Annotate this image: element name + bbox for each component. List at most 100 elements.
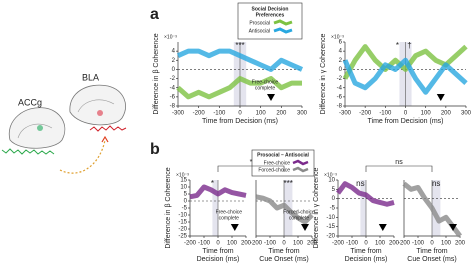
x-tick-label: 100 [227, 241, 238, 247]
x-tick-label: 0 [430, 241, 434, 247]
x-tick-label: 100 [293, 241, 304, 247]
x-tick-label: 200 [441, 111, 452, 117]
x-tick-label: 200 [307, 241, 318, 247]
series-line [335, 181, 395, 207]
annotation: ns [356, 179, 364, 188]
annotation: * [211, 179, 214, 188]
y-tick-label: 2 [339, 58, 343, 64]
y-tick-label: 4 [339, 49, 343, 55]
y-tick-label: -20 [178, 227, 187, 233]
comparison-label: ns [395, 159, 403, 166]
y-tick-label: -5 [182, 206, 188, 212]
x-axis-label: Time from [202, 248, 233, 255]
x-axis-label: Decision (ms) [345, 256, 388, 263]
x-tick-label: 100 [441, 241, 452, 247]
x-axis-label: Cue Onset (ms) [407, 256, 456, 263]
y-axis-label: Difference in γ Coherence [320, 33, 327, 114]
y-tick-label: -20 [326, 234, 335, 240]
comparison-bracket [217, 165, 285, 172]
legend-title: Social Decision [252, 6, 289, 12]
y-tick-label: -25 [178, 234, 187, 240]
y-exponent: ×10⁻³ [331, 34, 344, 40]
x-tick-label: 200 [389, 241, 400, 247]
y-tick-label: -10 [178, 213, 187, 219]
x-tick-label: 300 [461, 111, 472, 117]
highlight-band [432, 180, 441, 236]
y-tick-label: -15 [326, 224, 335, 230]
x-tick-label: -200 [332, 241, 345, 247]
y-tick-label: -8 [337, 104, 343, 110]
y-tick-label: -10 [326, 215, 335, 221]
highlight-band [212, 180, 218, 236]
x-tick-label: -100 [264, 241, 277, 247]
y-tick-label: 4 [172, 49, 176, 55]
region-label: BLA [82, 72, 99, 82]
x-tick-label: 200 [241, 241, 252, 247]
event-marker [436, 94, 445, 101]
x-tick-label: 100 [375, 241, 386, 247]
annotation: *** [284, 179, 293, 188]
event-marker [301, 224, 309, 231]
x-axis-label: Time from Decision (ms) [202, 118, 278, 125]
event-label: complete [255, 85, 276, 91]
series-line [176, 48, 304, 72]
legend-title: Preferences [256, 12, 285, 18]
x-tick-label: -100 [346, 241, 359, 247]
y-tick-label: 6 [339, 40, 343, 46]
y-tick-label: -15 [178, 220, 187, 226]
brain-diagram: ACCg BLA [1, 72, 127, 174]
legend-label: Forced-choice [258, 167, 290, 173]
comparison-bracket [365, 165, 433, 172]
x-tick-label: -100 [379, 111, 392, 117]
legend-swatch [292, 159, 309, 166]
legend-title: Prosocial – Antisocial [257, 152, 309, 158]
x-tick-label: -200 [193, 111, 206, 117]
comparison-label: * [250, 159, 253, 166]
x-tick-label: -200 [359, 111, 372, 117]
x-tick-label: -200 [184, 241, 197, 247]
y-tick-label: 5 [184, 192, 188, 198]
y-exponent: ×10⁻³ [164, 34, 177, 40]
event-label: complete [289, 215, 310, 221]
legend: Prosocial – Antisocial Free-choiceForced-… [251, 149, 315, 177]
x-axis-label: Time from [416, 248, 447, 255]
legend-swatch [273, 27, 293, 34]
x-tick-label: 0 [364, 241, 368, 247]
panel-label: b [150, 141, 160, 158]
y-tick-label: 0 [332, 196, 336, 202]
x-tick-label: -200 [398, 241, 411, 247]
x-tick-label: -100 [198, 241, 211, 247]
y-tick-label: 10 [328, 178, 335, 184]
x-axis-label: Time from [350, 248, 381, 255]
y-tick-label: -2 [170, 76, 176, 82]
x-tick-label: 300 [297, 111, 308, 117]
y-tick-label: -4 [170, 85, 176, 91]
series-line [402, 181, 462, 238]
x-tick-label: 0 [216, 241, 220, 247]
x-tick-label: -200 [250, 241, 263, 247]
series-line [176, 76, 302, 100]
y-exponent: ×10⁻³ [176, 172, 189, 178]
annotation: ns [432, 179, 440, 188]
x-tick-label: 100 [256, 111, 267, 117]
series-line [342, 57, 468, 95]
annotation: *** [235, 41, 244, 50]
y-tick-label: 0 [172, 67, 176, 73]
y-tick-label: -8 [170, 104, 176, 110]
x-tick-label: 0 [282, 241, 286, 247]
event-marker [267, 94, 275, 101]
x-axis-label: Cue Onset (ms) [259, 256, 308, 263]
x-tick-label: -100 [213, 111, 226, 117]
y-tick-label: 5 [332, 187, 336, 193]
y-tick-label: -4 [337, 85, 343, 91]
region-label: ACCg [18, 97, 42, 107]
legend-label: Prosocial [249, 20, 270, 26]
legend-swatch [292, 166, 309, 173]
series-line [189, 184, 247, 200]
event-marker [230, 224, 239, 231]
event-label: complete [219, 215, 240, 221]
y-tick-label: -6 [170, 94, 176, 100]
x-tick-label: 0 [404, 111, 408, 117]
